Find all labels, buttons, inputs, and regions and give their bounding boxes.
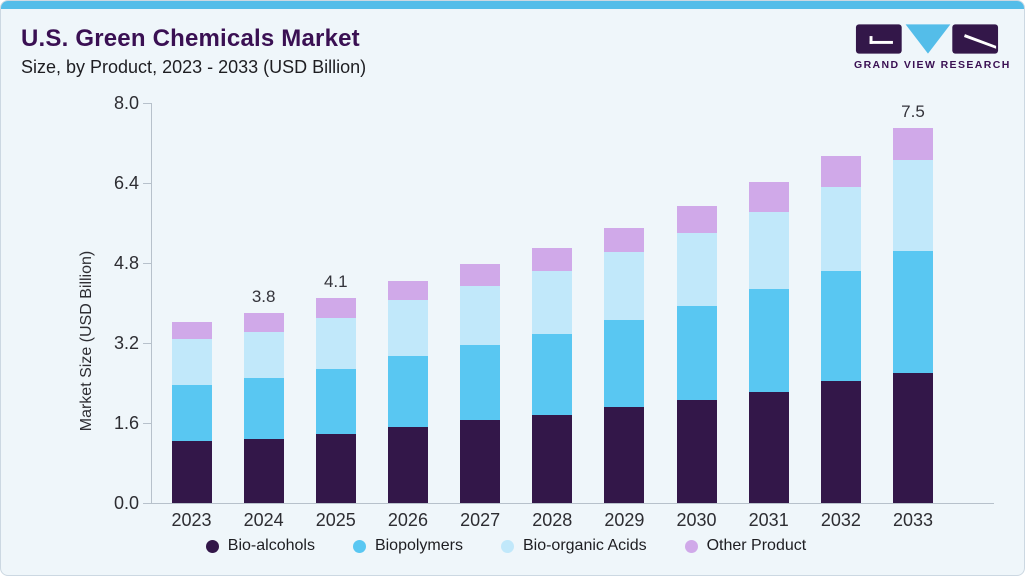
bar-segment-biopolymers-2024 xyxy=(243,377,284,439)
bar-segment-bio-organic-acids-2027 xyxy=(460,285,501,345)
bar-segment-biopolymers-2023 xyxy=(171,384,212,441)
y-tick-label: 1.6 xyxy=(113,413,139,433)
y-tick-label: 8.0 xyxy=(113,93,139,113)
bar-segment-biopolymers-2031 xyxy=(748,289,789,392)
bar-segment-bio-organic-acids-2030 xyxy=(676,233,717,306)
bar-segment-biopolymers-2028 xyxy=(532,333,573,415)
bar-segment-bio-alcohols-2023 xyxy=(171,441,212,503)
bar-segment-other-product-2033 xyxy=(893,128,933,160)
bar-total-label-2024: 3.8 xyxy=(251,287,276,306)
gvr-logo-icon xyxy=(855,24,999,54)
bar-segment-biopolymers-2025 xyxy=(315,369,356,434)
legend-dot-icon xyxy=(500,539,514,553)
bar-total-label-2025: 4.1 xyxy=(323,272,348,291)
bar-segment-bio-organic-acids-2024 xyxy=(243,331,284,378)
x-tick-label-2028: 2028 xyxy=(532,510,573,530)
legend-label: Bio-organic Acids xyxy=(522,537,647,554)
bar-segment-bio-organic-acids-2028 xyxy=(532,270,573,334)
legend-item-bio-organic-acids: Bio-organic Acids xyxy=(500,537,647,555)
y-tick-mark xyxy=(143,503,151,504)
bar-segment-bio-alcohols-2031 xyxy=(748,391,789,503)
bar-total-label-2033: 7.5 xyxy=(901,102,925,121)
x-tick-label-2026: 2026 xyxy=(387,510,428,530)
bar-segment-other-product-2031 xyxy=(748,182,789,212)
legend-label: Other Product xyxy=(706,537,807,554)
legend-dot-icon xyxy=(352,539,366,553)
y-tick-mark xyxy=(143,183,151,184)
y-tick-mark xyxy=(143,423,151,424)
x-tick-label-2023: 2023 xyxy=(171,510,212,530)
x-tick-label-2032: 2032 xyxy=(820,510,861,530)
y-tick-mark xyxy=(143,263,151,264)
page-title: U.S. Green Chemicals Market xyxy=(21,25,360,52)
x-tick-label-2030: 2030 xyxy=(676,510,717,530)
x-tick-label-2031: 2031 xyxy=(748,510,789,530)
x-tick-label-2027: 2027 xyxy=(460,510,501,530)
bar-segment-bio-organic-acids-2023 xyxy=(171,339,212,385)
y-tick-label: 0.0 xyxy=(113,493,139,513)
y-tick-label: 4.8 xyxy=(113,253,139,273)
gvr-logo: GRAND VIEW RESEARCH xyxy=(854,23,1011,71)
y-tick-mark xyxy=(143,343,151,344)
bar-segment-bio-alcohols-2033 xyxy=(893,372,933,503)
bar-segment-bio-alcohols-2024 xyxy=(243,439,284,503)
x-tick-label-2029: 2029 xyxy=(604,510,645,530)
bar-segment-other-product-2032 xyxy=(820,155,861,187)
bar-segment-bio-alcohols-2027 xyxy=(460,420,501,503)
legend-item-bio-alcohols: Bio-alcohols xyxy=(205,537,315,555)
bar-segment-bio-organic-acids-2033 xyxy=(893,160,933,251)
x-tick-label-2024: 2024 xyxy=(243,510,284,530)
bar-segment-other-product-2029 xyxy=(604,227,645,252)
bar-segment-bio-alcohols-2029 xyxy=(604,407,645,503)
x-tick-label-2025: 2025 xyxy=(315,510,356,530)
gvr-logo-text: GRAND VIEW RESEARCH xyxy=(854,59,1011,71)
legend-label: Bio-alcohols xyxy=(227,537,315,554)
bar-segment-bio-alcohols-2032 xyxy=(820,380,861,503)
bar-segment-other-product-2026 xyxy=(387,280,428,300)
bar-segment-bio-organic-acids-2025 xyxy=(315,317,356,369)
y-tick-label: 6.4 xyxy=(113,173,139,193)
bar-segment-other-product-2028 xyxy=(532,247,573,271)
legend-label: Biopolymers xyxy=(374,537,463,554)
page-subtitle: Size, by Product, 2023 - 2033 (USD Billi… xyxy=(21,57,367,77)
y-axis-line xyxy=(151,103,152,503)
bar-segment-other-product-2023 xyxy=(171,321,212,339)
bar-segment-bio-alcohols-2030 xyxy=(676,400,717,503)
bar-segment-bio-organic-acids-2029 xyxy=(604,252,645,320)
bar-segment-other-product-2024 xyxy=(243,313,284,332)
legend-dot-icon xyxy=(684,539,698,553)
bar-segment-other-product-2030 xyxy=(676,205,717,233)
bar-segment-biopolymers-2026 xyxy=(387,355,428,427)
legend: Bio-alcohols Biopolymers Bio-organic Acids… xyxy=(1,537,1011,555)
legend-dot-icon xyxy=(205,539,219,553)
bar-segment-bio-alcohols-2025 xyxy=(315,434,356,503)
bar-segment-biopolymers-2030 xyxy=(676,305,717,400)
bar-segment-biopolymers-2029 xyxy=(604,320,645,407)
bar-segment-other-product-2025 xyxy=(315,298,356,318)
top-accent-bar xyxy=(1,1,1024,9)
y-axis-title: Market Size (USD Billion) xyxy=(78,250,95,432)
x-axis-line xyxy=(143,503,994,504)
legend-item-biopolymers: Biopolymers xyxy=(352,537,463,555)
bar-segment-bio-alcohols-2026 xyxy=(387,426,428,503)
y-tick-label: 3.2 xyxy=(113,333,139,353)
bar-segment-bio-organic-acids-2031 xyxy=(748,211,789,289)
bar-segment-bio-alcohols-2028 xyxy=(532,414,573,503)
bar-segment-biopolymers-2032 xyxy=(820,270,861,381)
y-tick-mark xyxy=(143,103,151,104)
legend-item-other-product: Other Product xyxy=(684,537,807,555)
bar-segment-biopolymers-2033 xyxy=(893,251,933,373)
bar-segment-bio-organic-acids-2026 xyxy=(387,300,428,356)
bar-segment-other-product-2027 xyxy=(460,264,501,286)
bar-segment-bio-organic-acids-2032 xyxy=(820,186,861,271)
bar-segment-biopolymers-2027 xyxy=(460,344,501,420)
x-tick-label-2033: 2033 xyxy=(892,510,934,530)
